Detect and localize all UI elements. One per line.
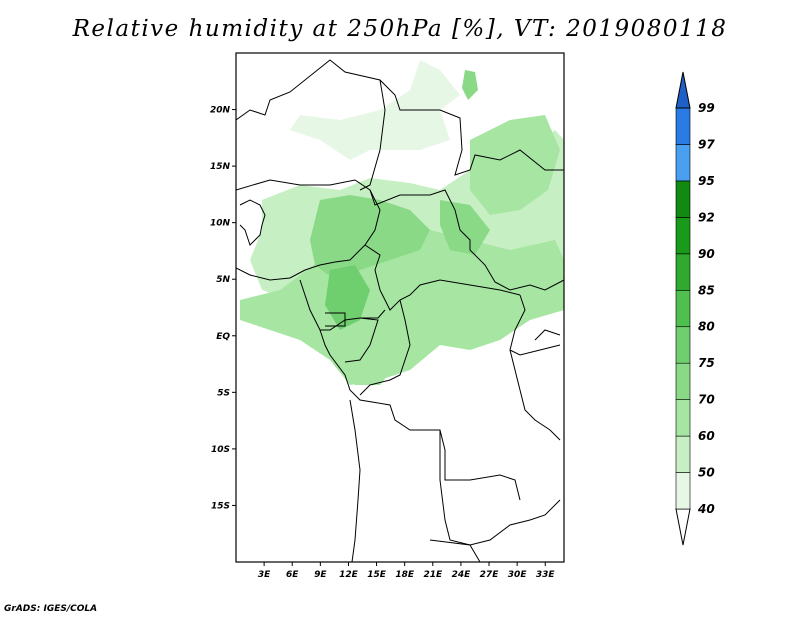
lat-tick-label: 10N <box>210 219 231 229</box>
lon-tick-label: 30E <box>508 570 528 580</box>
lon-tick-label: 6E <box>286 570 299 580</box>
colorbar-label: 40 <box>697 502 715 516</box>
colorbar-segment <box>675 472 691 510</box>
lon-tick-label: 33E <box>536 570 556 580</box>
country-borders <box>236 59 564 562</box>
lon-tick-label: 3E <box>258 570 271 580</box>
colorbar-upper-arrow <box>675 71 691 109</box>
latitude-axis: 20N 15N 10N 5N EQ 5S 10S 15S <box>210 106 236 511</box>
colorbar-label: 85 <box>698 283 715 297</box>
lon-tick-label: 12E <box>339 570 359 580</box>
lat-tick-label: 10S <box>211 445 230 455</box>
colorbar-segment <box>675 362 691 400</box>
lon-tick-label: 27E <box>480 570 500 580</box>
humidity-area-east <box>470 115 560 215</box>
humidity-area-north <box>290 60 460 160</box>
credit-label: GrADS: IGES/COLA <box>4 604 98 614</box>
colorbar-segment <box>675 180 691 218</box>
colorbar-segment <box>675 144 691 182</box>
colorbar-label: 60 <box>698 429 715 443</box>
humidity-area-nile <box>462 70 478 100</box>
colorbar-label: 90 <box>698 247 715 261</box>
lon-tick-label: 15E <box>367 570 387 580</box>
lat-tick-label: 5N <box>216 275 230 285</box>
colorbar-label: 80 <box>698 320 715 334</box>
lat-tick-label: 15S <box>211 501 230 511</box>
colorbar-lower-arrow <box>675 508 691 546</box>
colorbar-segment <box>675 107 691 145</box>
colorbar-segment <box>675 253 691 291</box>
colorbar-segment <box>675 289 691 328</box>
colorbar-segment <box>675 399 691 437</box>
lat-tick-label: EQ <box>216 332 230 342</box>
lon-tick-label: 18E <box>395 570 415 580</box>
lat-tick-label: 5S <box>217 388 230 398</box>
colorbar-label: 95 <box>698 174 715 188</box>
colorbar-label: 99 <box>698 101 715 115</box>
colorbar-label: 92 <box>698 210 715 224</box>
lon-tick-label: 24E <box>452 570 472 580</box>
lat-tick-label: 15N <box>210 162 231 172</box>
colorbar-label: 97 <box>698 137 715 151</box>
colorbar-segment <box>675 435 691 473</box>
chart-title: Relative humidity at 250hPa [%], VT: 201… <box>72 16 728 42</box>
humidity-area-south <box>345 335 400 385</box>
humidity-area-core-center <box>325 265 370 330</box>
humidity-area-core-east <box>440 200 490 255</box>
map-frame <box>235 52 565 563</box>
colorbar-segment <box>675 217 691 255</box>
lat-tick-label: 20N <box>210 106 231 116</box>
lon-tick-label: 9E <box>314 570 327 580</box>
longitude-axis: 3E 6E 9E 12E 15E 18E 21E 24E 27E 30E 33E <box>258 562 556 580</box>
colorbar-segment <box>675 326 691 364</box>
colorbar-label: 50 <box>698 466 715 480</box>
colorbar-label: 75 <box>698 356 715 370</box>
lon-tick-label: 21E <box>423 570 443 580</box>
colorbar-label: 70 <box>698 393 715 407</box>
